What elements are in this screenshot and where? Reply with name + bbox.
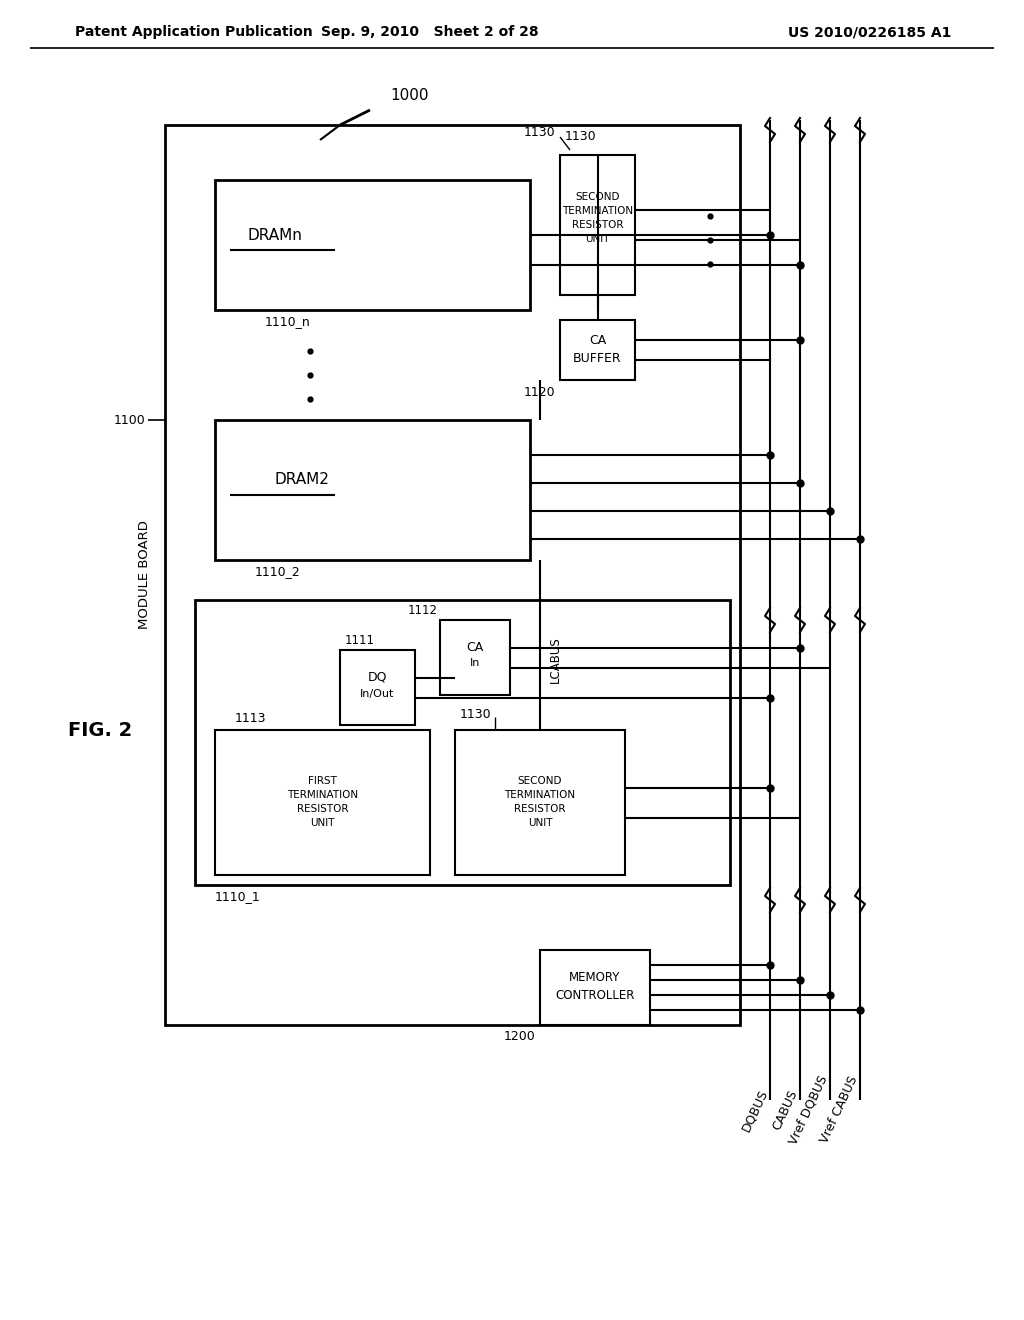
Text: 1200: 1200 xyxy=(503,1031,535,1044)
Text: UNIT: UNIT xyxy=(586,234,609,244)
Text: 1110_1: 1110_1 xyxy=(215,891,261,903)
Text: 1111: 1111 xyxy=(345,634,375,647)
Text: 1130: 1130 xyxy=(460,709,492,722)
Text: 1110_n: 1110_n xyxy=(265,315,310,329)
Text: 1130: 1130 xyxy=(565,131,597,144)
Text: US 2010/0226185 A1: US 2010/0226185 A1 xyxy=(788,25,951,40)
Text: In/Out: In/Out xyxy=(360,689,394,698)
Text: 1120: 1120 xyxy=(523,385,555,399)
Bar xyxy=(340,649,415,725)
Bar xyxy=(215,730,430,875)
Text: SECOND: SECOND xyxy=(518,776,562,785)
Bar xyxy=(215,420,530,560)
Bar xyxy=(440,620,510,696)
Text: Patent Application Publication: Patent Application Publication xyxy=(75,25,312,40)
Text: RESISTOR: RESISTOR xyxy=(571,220,624,230)
Text: UNIT: UNIT xyxy=(527,817,552,828)
Text: TERMINATION: TERMINATION xyxy=(505,789,575,800)
Text: TERMINATION: TERMINATION xyxy=(287,789,358,800)
Text: DQBUS: DQBUS xyxy=(739,1086,770,1134)
Text: In: In xyxy=(470,659,480,668)
Bar xyxy=(540,950,650,1026)
Text: CABUS: CABUS xyxy=(770,1088,800,1133)
Text: TERMINATION: TERMINATION xyxy=(562,206,633,216)
Text: BUFFER: BUFFER xyxy=(573,351,622,364)
Bar xyxy=(455,730,625,875)
Text: 1130: 1130 xyxy=(523,127,555,140)
Text: 1000: 1000 xyxy=(390,87,428,103)
Bar xyxy=(165,125,740,1026)
Text: SECOND: SECOND xyxy=(575,191,620,202)
Bar xyxy=(195,601,730,884)
Text: 1112: 1112 xyxy=(408,603,438,616)
Text: 1100: 1100 xyxy=(114,413,145,426)
Text: MEMORY: MEMORY xyxy=(569,972,621,983)
Text: FIG. 2: FIG. 2 xyxy=(68,721,132,739)
Text: RESISTOR: RESISTOR xyxy=(514,804,565,813)
Text: CA: CA xyxy=(466,642,483,653)
Text: 1110_2: 1110_2 xyxy=(255,565,301,578)
Text: Vref CABUS: Vref CABUS xyxy=(817,1074,860,1146)
Text: UNIT: UNIT xyxy=(310,817,335,828)
Text: CA: CA xyxy=(589,334,606,346)
Text: DRAM2: DRAM2 xyxy=(275,473,330,487)
Text: FIRST: FIRST xyxy=(308,776,337,785)
Text: RESISTOR: RESISTOR xyxy=(297,804,348,813)
Text: Sep. 9, 2010   Sheet 2 of 28: Sep. 9, 2010 Sheet 2 of 28 xyxy=(322,25,539,40)
Bar xyxy=(215,180,530,310)
Text: DRAMn: DRAMn xyxy=(248,227,302,243)
Text: MODULE BOARD: MODULE BOARD xyxy=(138,520,152,630)
Text: 1113: 1113 xyxy=(234,711,266,725)
Text: LCABUS: LCABUS xyxy=(549,636,561,684)
Text: DQ: DQ xyxy=(368,671,387,684)
Bar xyxy=(560,154,635,294)
Text: CONTROLLER: CONTROLLER xyxy=(555,989,635,1002)
Bar xyxy=(560,319,635,380)
Text: Vref DQBUS: Vref DQBUS xyxy=(786,1073,830,1147)
